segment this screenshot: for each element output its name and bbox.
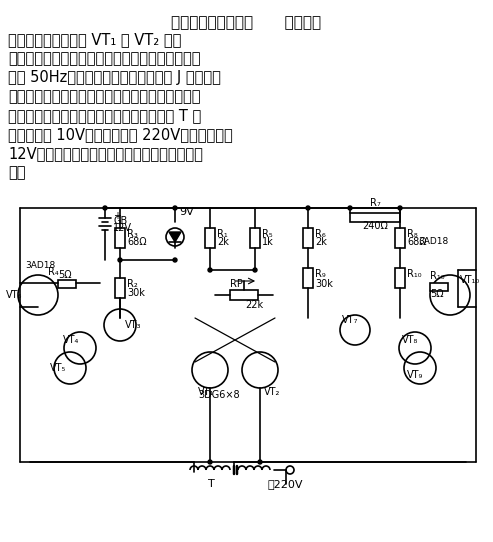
Text: R₉: R₉ xyxy=(315,269,326,279)
Text: 5Ω: 5Ω xyxy=(430,289,444,299)
Bar xyxy=(205,228,215,248)
Text: 初级绕组为 10V，次级绕组为 220V。电池电压为: 初级绕组为 10V，次级绕组为 220V。电池电压为 xyxy=(8,127,233,142)
Circle shape xyxy=(103,206,107,210)
Text: VT₁: VT₁ xyxy=(198,387,214,397)
Text: VT₄: VT₄ xyxy=(63,335,79,345)
Text: 12V。变压器的功率和电池的容量视输出功率而: 12V。变压器的功率和电池的容量视输出功率而 xyxy=(8,146,203,161)
Circle shape xyxy=(398,206,402,210)
Text: 68Ω: 68Ω xyxy=(407,237,426,247)
Text: 定。: 定。 xyxy=(8,165,26,180)
Text: R₁₀: R₁₀ xyxy=(407,269,422,279)
Polygon shape xyxy=(169,232,181,242)
Text: R₂: R₂ xyxy=(127,279,138,289)
Text: R₃: R₃ xyxy=(127,229,138,239)
Text: 大电路，特别是所需的激励功率小，而功率放大系: 大电路，特别是所需的激励功率小，而功率放大系 xyxy=(8,89,201,104)
Circle shape xyxy=(173,258,177,262)
Text: 22k: 22k xyxy=(245,300,263,310)
Text: RP: RP xyxy=(230,279,243,289)
Bar xyxy=(303,268,313,288)
Bar xyxy=(303,228,313,248)
Text: R₄: R₄ xyxy=(48,267,59,277)
Text: 9V: 9V xyxy=(179,207,194,217)
Text: R₆: R₆ xyxy=(315,229,326,239)
Bar xyxy=(58,280,76,288)
Text: R₁₀: R₁₀ xyxy=(430,271,445,281)
Text: 3AD18: 3AD18 xyxy=(25,261,55,269)
Bar xyxy=(115,228,125,248)
Circle shape xyxy=(173,206,177,210)
Text: VT₅: VT₅ xyxy=(50,363,66,373)
Text: 的无稳态电路。两管交替工作在开关状态，振荡频: 的无稳态电路。两管交替工作在开关状态，振荡频 xyxy=(8,51,201,66)
Text: R₇: R₇ xyxy=(370,198,381,208)
Text: 240Ω: 240Ω xyxy=(362,221,388,231)
Bar xyxy=(395,228,405,248)
Text: 逆变器的振荡电路由 VT₁ 和 VT₂ 构成: 逆变器的振荡电路由 VT₁ 和 VT₂ 构成 xyxy=(8,32,181,47)
Circle shape xyxy=(348,206,352,210)
Text: VT₃: VT₃ xyxy=(125,320,141,330)
Circle shape xyxy=(306,206,310,210)
Text: VT₇: VT₇ xyxy=(342,315,358,325)
Text: 全晶体管逆变器如图      听示。该: 全晶体管逆变器如图 听示。该 xyxy=(171,15,321,30)
Text: 5Ω: 5Ω xyxy=(58,270,71,280)
Bar xyxy=(430,283,448,291)
Bar xyxy=(395,268,405,288)
Circle shape xyxy=(208,268,212,272)
Text: VT₈: VT₈ xyxy=(402,335,419,345)
Circle shape xyxy=(258,460,262,464)
Text: 2k: 2k xyxy=(217,237,229,247)
Circle shape xyxy=(118,258,122,262)
Bar xyxy=(350,213,400,222)
Text: R₁: R₁ xyxy=(217,229,228,239)
Bar xyxy=(115,278,125,298)
Text: 数高，适用于功率较大的场合。升压变压器 T 的: 数高，适用于功率较大的场合。升压变压器 T 的 xyxy=(8,108,201,123)
Text: VT₂: VT₂ xyxy=(264,387,281,397)
Text: VT₉: VT₉ xyxy=(407,370,423,380)
Text: R₅: R₅ xyxy=(262,229,273,239)
Text: 率为 50Hz。逆变器的输出电路接成了 J 类功率放: 率为 50Hz。逆变器的输出电路接成了 J 类功率放 xyxy=(8,70,221,85)
Bar xyxy=(230,290,258,300)
Text: T: T xyxy=(208,479,215,489)
Text: 30k: 30k xyxy=(315,279,333,289)
Text: +: + xyxy=(113,211,121,221)
Text: VT₁₀: VT₁₀ xyxy=(460,275,480,285)
Circle shape xyxy=(208,460,212,464)
Text: 3DG6×8: 3DG6×8 xyxy=(198,390,240,400)
Bar xyxy=(250,228,260,248)
Text: 12V: 12V xyxy=(113,223,132,233)
Text: ～220V: ～220V xyxy=(268,479,304,489)
Text: R₈: R₈ xyxy=(407,229,418,239)
Text: 3AD18: 3AD18 xyxy=(418,237,448,247)
Text: 1k: 1k xyxy=(262,237,274,247)
Circle shape xyxy=(253,268,257,272)
Text: VT₆: VT₆ xyxy=(6,290,22,300)
Text: 68Ω: 68Ω xyxy=(127,237,146,247)
Text: GB: GB xyxy=(113,216,127,226)
Text: 2k: 2k xyxy=(315,237,327,247)
Text: 30k: 30k xyxy=(127,288,145,298)
